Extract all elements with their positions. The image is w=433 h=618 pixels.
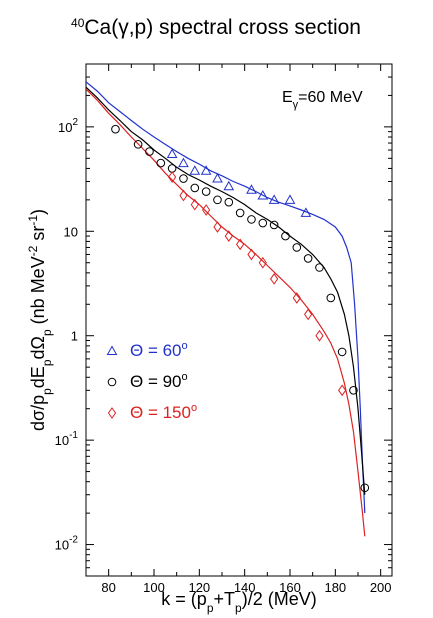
data-point — [292, 292, 301, 304]
data-point — [300, 207, 312, 217]
data-point — [166, 148, 178, 158]
y-tick-label: 1 — [71, 329, 78, 344]
legend-label: Θ = 90o — [130, 371, 188, 391]
y-tick-label: 10 — [64, 224, 78, 239]
data-point — [326, 293, 336, 303]
data-point — [235, 208, 245, 218]
theory-curve-line — [86, 88, 366, 537]
data-point — [315, 329, 324, 342]
data-point — [360, 483, 370, 493]
data-point — [246, 184, 257, 194]
data-point — [338, 384, 347, 397]
data-point — [337, 347, 347, 357]
data-point — [281, 231, 290, 241]
data-point — [268, 194, 280, 204]
data-point — [145, 147, 154, 156]
data-point — [200, 165, 212, 175]
y-axis-label: dσ/ppdEpdΩp (nb MeV-2 sr-1) — [26, 209, 54, 431]
chart-title: 40Ca(γ,p) spectral cross section — [71, 16, 361, 39]
data-point — [257, 190, 269, 200]
data-point — [303, 254, 313, 263]
data-point — [189, 165, 201, 175]
legend-marker — [107, 377, 117, 387]
x-tick-label: 180 — [324, 580, 346, 595]
theory-curves — [86, 81, 366, 537]
data-point — [133, 140, 143, 149]
data-point — [179, 174, 188, 183]
data-point — [315, 263, 324, 272]
beam-energy-annotation: Eγ=60 MeV — [282, 89, 363, 111]
x-tick-label: 120 — [188, 580, 210, 595]
data-point — [284, 194, 296, 204]
data-point — [202, 204, 211, 216]
legend-label: Θ = 60o — [130, 340, 188, 360]
data-point — [201, 187, 211, 196]
data-point — [270, 273, 279, 285]
theory-curve-line — [86, 86, 366, 495]
y-tick-label: 10-2 — [55, 535, 79, 553]
x-tick-label: 100 — [143, 580, 165, 595]
data-point — [247, 215, 256, 224]
y-tick-label: 102 — [58, 117, 78, 135]
data-point — [269, 220, 279, 230]
data-point — [213, 195, 222, 205]
y-tick-label: 10-1 — [55, 430, 79, 448]
data-point — [156, 158, 166, 168]
data-point — [212, 173, 223, 183]
x-tick-label: 140 — [234, 580, 256, 595]
data-point — [236, 238, 245, 251]
x-tick-label: 80 — [101, 580, 115, 595]
data-point — [224, 197, 234, 207]
data-point — [190, 183, 200, 193]
legend-label: Θ = 150o — [130, 402, 197, 422]
data-point — [292, 243, 302, 252]
data-point — [178, 157, 189, 168]
x-tick-label: 160 — [279, 580, 301, 595]
data-point — [179, 189, 188, 202]
data-point — [190, 198, 199, 211]
theory-curve-line — [86, 81, 366, 514]
data-point — [258, 218, 268, 228]
data-point — [224, 230, 233, 242]
data-point — [213, 221, 222, 233]
x-axis-label: k = (pp+Tp)/2 (MeV) — [161, 589, 316, 615]
legend-marker — [106, 345, 118, 355]
data-point — [258, 256, 267, 269]
data-point — [111, 124, 120, 134]
legend: Θ = 60o Θ = 90o Θ = 150o — [106, 340, 197, 422]
data-point — [247, 248, 256, 261]
data-markers — [111, 124, 370, 493]
data-point — [349, 386, 358, 395]
data-point — [223, 180, 235, 191]
data-point — [167, 164, 177, 173]
data-point — [304, 308, 313, 321]
legend-marker — [107, 407, 117, 419]
data-point — [168, 171, 177, 184]
x-tick-label: 200 — [370, 580, 392, 595]
axis-ticks: 80 100 120 140 160 180 200 10-2 10-1 1 10 102 — [55, 63, 392, 595]
plot-frame — [85, 63, 393, 577]
